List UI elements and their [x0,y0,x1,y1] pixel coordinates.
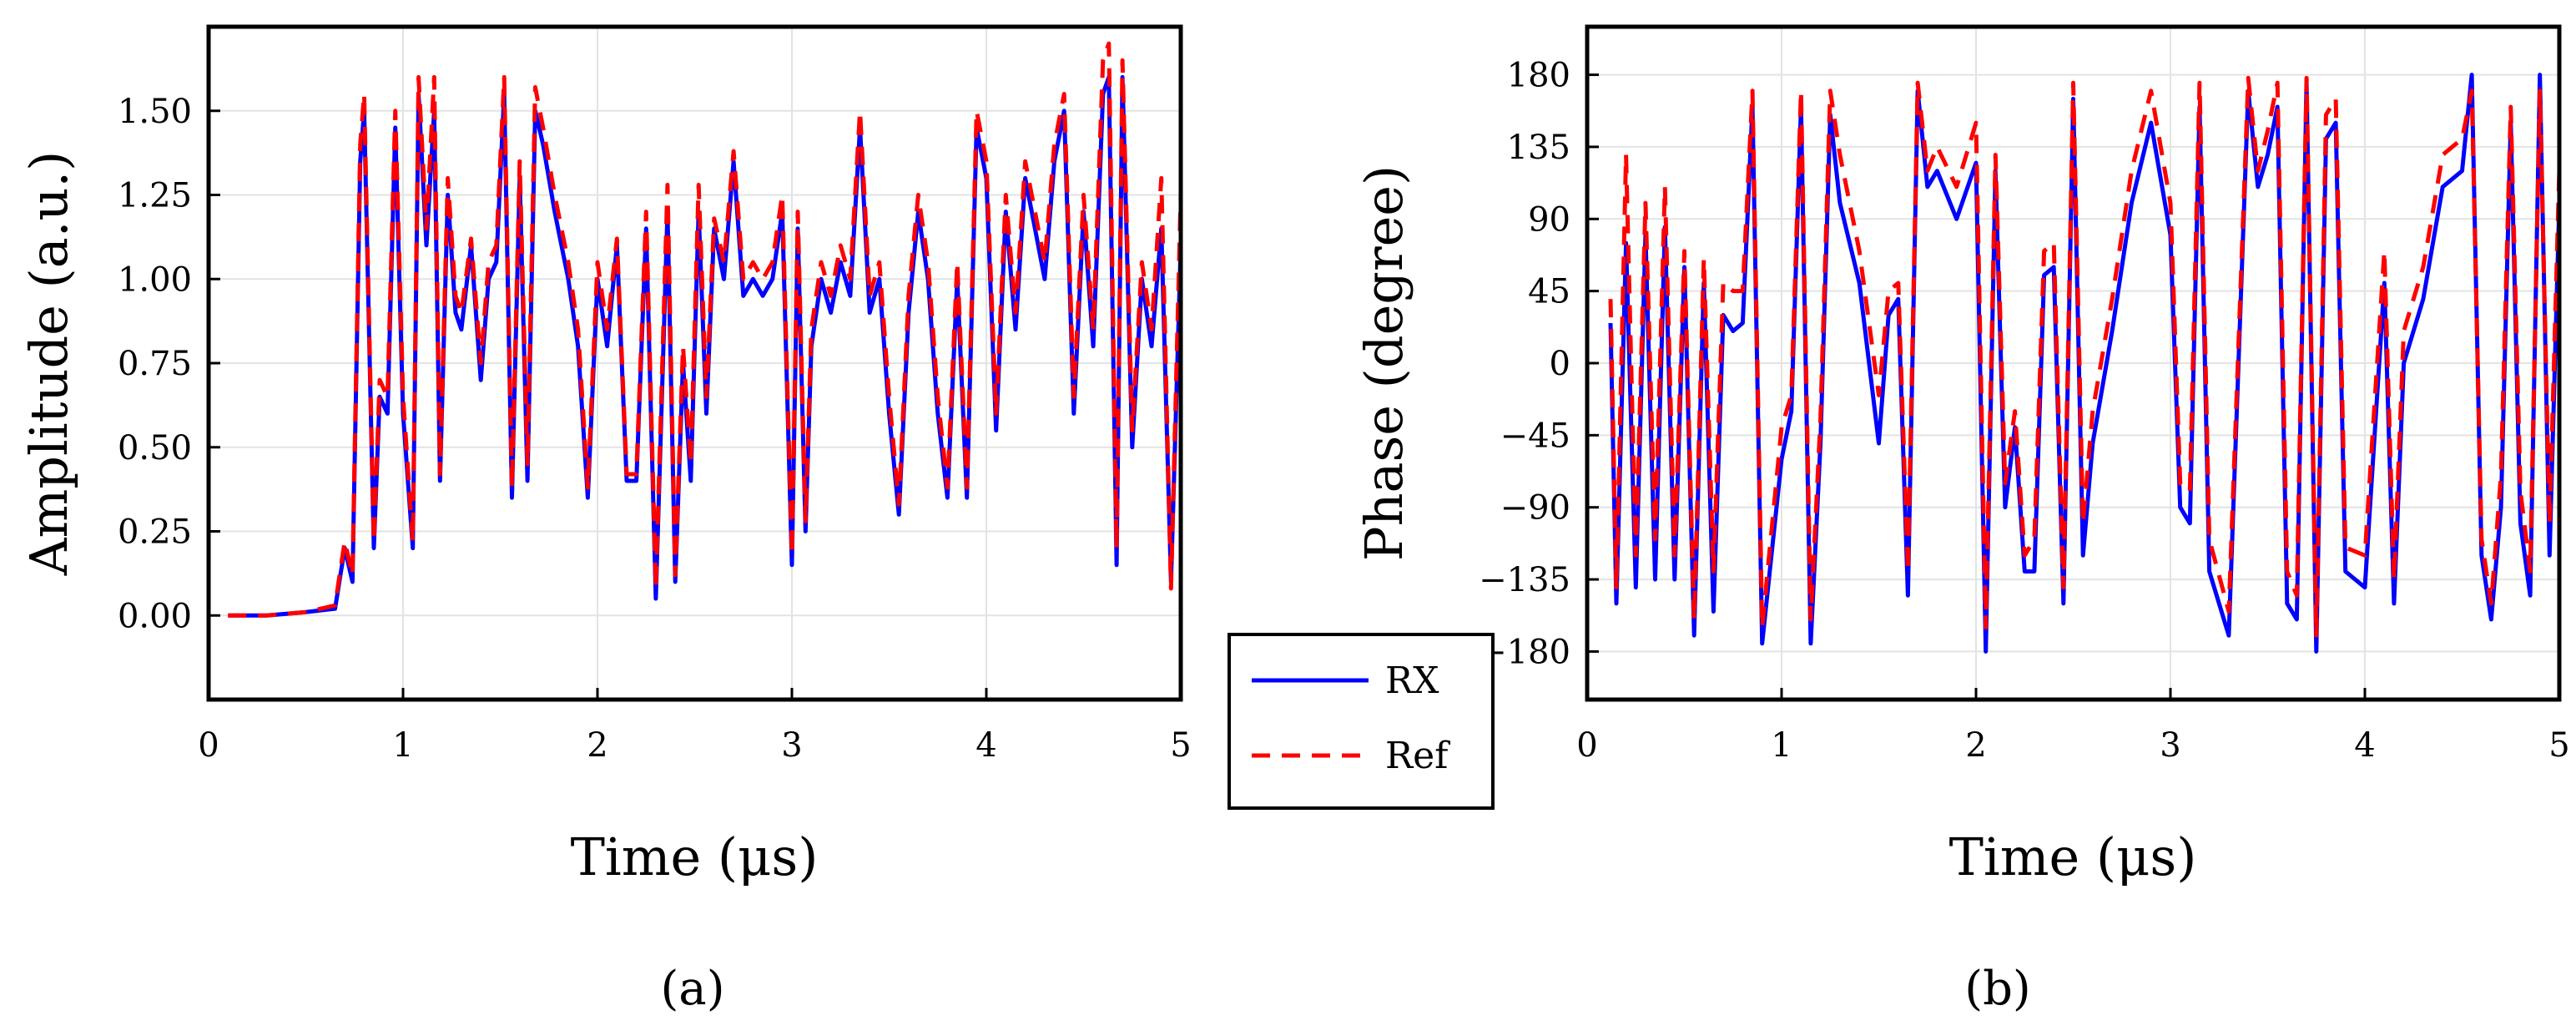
panel-a-ytick-label: 0.25 [118,513,192,552]
legend-label-rx: RX [1385,660,1439,702]
panel-a-ytick-label: 1.50 [118,93,192,131]
panel-a-amplitude: 0 1 2 3 4 5 0.00 0.25 0.50 0.75 1.00 1.25 1.50 Time … [18,24,1192,1016]
legend-label-ref: Ref [1385,735,1450,777]
panel-b-ytick-label: −45 [1500,417,1570,455]
panel-b-ytick-label: −90 [1500,489,1570,528]
panel-a-series [228,41,1183,618]
panel-a-series-ref-line [228,41,1183,618]
panel-a-xtick-label: 4 [975,726,996,765]
panel-a-xtick-label: 2 [587,726,607,765]
panel-b-xtick-label: 2 [1965,726,1986,765]
legend: RX Ref [1228,633,1495,810]
panel-b-caption: (b) [1964,962,2031,1016]
panel-b-xlabel: Time (μs) [1949,826,2197,887]
panel-a-ytick-label: 0.00 [118,597,192,635]
panel-a-xtick-label: 1 [392,726,413,765]
legend-box [1228,633,1495,810]
panel-a-ytick-label: 0.75 [118,345,192,383]
panel-a-xtick-label: 5 [1170,726,1191,765]
panel-b-series-ref-line [1608,75,2562,638]
panel-a-ylabel: Amplitude (a.u.) [18,151,79,577]
panel-b-ytick-label: −135 [1479,561,1570,599]
panel-a-xlabel: Time (μs) [571,826,819,887]
panel-b-xtick-label: 5 [2548,726,2569,765]
panel-b-ytick-label: 45 [1528,273,1570,311]
panel-b-series [1608,73,2562,654]
panel-a-ytick-label: 1.25 [118,177,192,215]
panel-b-ytick-label: 0 [1550,345,1570,383]
panel-b-ytick-label: 90 [1528,200,1570,239]
panel-b-xtick-label: 1 [1771,726,1792,765]
panel-a-ytick-label: 1.00 [118,260,192,299]
panel-a-caption: (a) [660,962,724,1016]
panel-a-xtick-label: 0 [198,726,219,765]
panel-b-ylabel: Phase (degree) [1354,165,1414,561]
panel-a-ytick-label: 0.50 [118,429,192,467]
panel-b-xtick-label: 4 [2354,726,2375,765]
panel-a-ticks: 0 1 2 3 4 5 0.00 0.25 0.50 0.75 1.00 1.25 1.50 [118,93,1192,765]
panel-b-xtick-label: 0 [1576,726,1597,765]
panel-b-xtick-label: 3 [2160,726,2180,765]
panel-b-ytick-label: 135 [1507,129,1570,167]
panel-a-xtick-label: 3 [781,726,802,765]
panel-b-ytick-label: 180 [1507,57,1570,95]
